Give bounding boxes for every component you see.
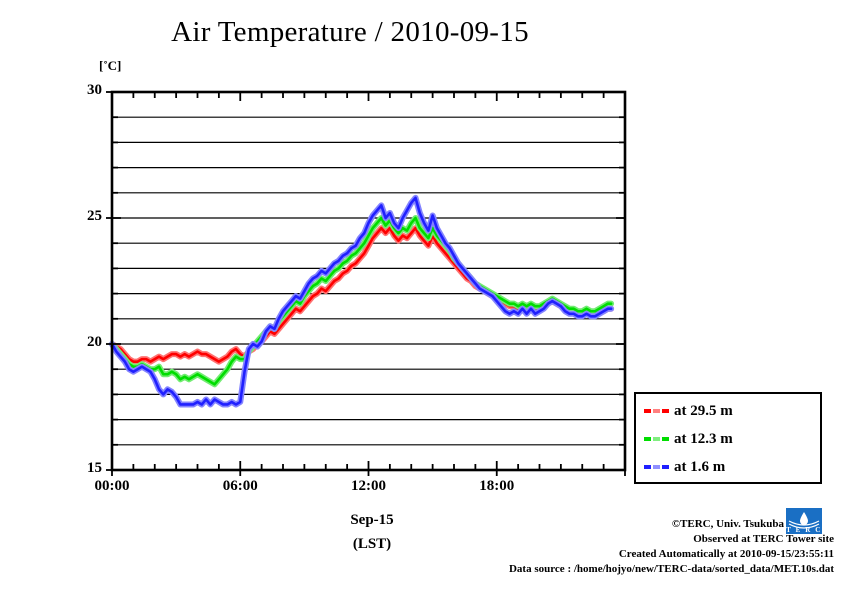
grid-lines — [112, 116, 625, 446]
legend-swatch-blue — [644, 465, 669, 469]
svg-text:T E R C: T E R C — [786, 526, 822, 534]
legend-label-29-5m: at 29.5 m — [674, 402, 733, 419]
legend-item-12-3m[interactable]: at 12.3 m — [644, 428, 733, 450]
y-tick-label: 25 — [87, 208, 102, 224]
page-title: Air Temperature / 2010-09-15 — [171, 16, 529, 48]
x-axis-caption-date: Sep-15 — [350, 512, 394, 528]
series-lines — [109, 194, 615, 408]
y-axis-unit-label: [˚C] — [99, 58, 122, 73]
x-tick-label: 06:00 — [222, 478, 258, 494]
legend-swatch-red — [644, 409, 669, 413]
footer-created: Created Automatically at 2010-09-15/23:5… — [618, 548, 834, 560]
plot-frame — [110, 90, 627, 472]
legend-swatch-green — [644, 437, 669, 441]
terc-logo: T E R C — [786, 508, 822, 534]
x-axis-caption-timezone: (LST) — [352, 536, 392, 552]
axis-ticks — [106, 91, 626, 476]
footer-copyright: ©TERC, Univ. Tsukuba — [671, 518, 784, 530]
footer-observed: Observed at TERC Tower site — [693, 533, 834, 545]
legend-item-1-6m[interactable]: at 1.6 m — [644, 456, 725, 478]
legend-label-12-3m: at 12.3 m — [674, 430, 733, 447]
y-tick-label: 15 — [87, 460, 102, 476]
x-tick-label: 00:00 — [94, 478, 130, 494]
y-tick-label: 30 — [87, 82, 102, 98]
legend-item-29-5m[interactable]: at 29.5 m — [644, 400, 733, 422]
footer-data-source: Data source : /home/hojyo/new/TERC-data/… — [508, 563, 834, 575]
x-tick-label: 18:00 — [479, 478, 515, 494]
legend: at 29.5 m at 12.3 m at 1.6 m — [634, 392, 822, 484]
y-tick-label: 20 — [87, 334, 102, 350]
x-tick-label: 12:00 — [351, 478, 386, 494]
legend-label-1-6m: at 1.6 m — [674, 458, 726, 475]
